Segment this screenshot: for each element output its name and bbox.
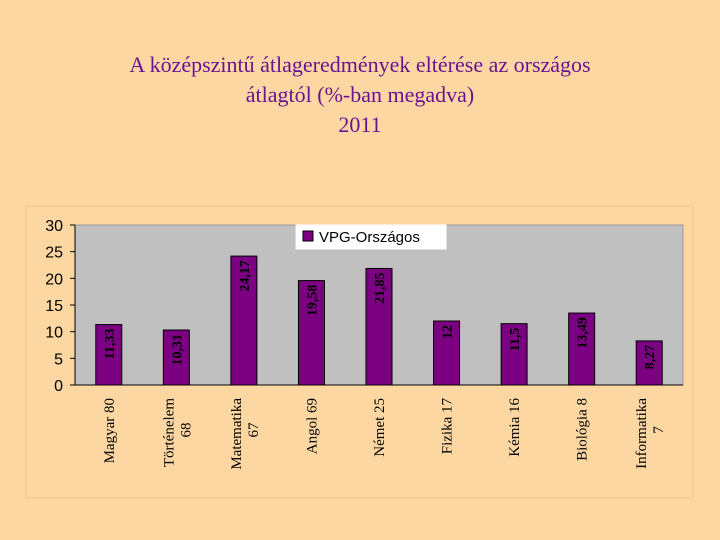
bar	[635, 340, 663, 386]
bar	[365, 267, 393, 386]
x-tick-label: Angol 69	[304, 398, 320, 454]
x-tick-label: Informatika	[634, 398, 650, 469]
legend-box	[295, 224, 447, 250]
bar-value-label: 24,17	[238, 260, 253, 292]
y-tick-label: 0	[54, 378, 63, 395]
title-line-1: A középszintű átlageredmények eltérése a…	[129, 52, 591, 77]
x-axis: Magyar 80 Történelem 68 Matematika 67 Angol 6…	[75, 384, 683, 470]
bar-value-label: 19,58	[305, 285, 320, 317]
bar	[433, 320, 461, 386]
y-tick-label: 10	[45, 325, 63, 342]
legend: VPG-Országos	[295, 224, 447, 250]
legend-swatch	[302, 230, 314, 242]
x-tick-label: Magyar 80	[102, 398, 118, 463]
bar-value-label: 12	[441, 325, 456, 339]
bar	[500, 323, 528, 386]
bar-value-label: 11,33	[103, 329, 118, 360]
bars: 11,33 10,31 24,17 19,58 21,85 12 11,5 13,49 8,27	[95, 255, 663, 386]
x-tick-label: Német 25	[372, 398, 388, 457]
bar	[568, 312, 596, 386]
bar	[230, 255, 258, 386]
x-tick-label: Biológia 8	[575, 398, 591, 461]
title-line-2: átlagtól (%-ban megadva)	[245, 82, 475, 107]
y-tick-label: 5	[54, 351, 63, 368]
x-tick-label: Matematika	[229, 398, 245, 470]
y-tick-label: 30	[45, 218, 63, 235]
legend-label: VPG-Országos	[319, 229, 420, 246]
bar-value-label: 21,85	[373, 272, 388, 304]
x-tick-label: 7	[651, 426, 667, 434]
y-tick-label: 15	[45, 298, 63, 315]
bar-value-label: 13,49	[576, 317, 591, 349]
x-tick-label: 67	[246, 422, 262, 438]
bar-value-label: 10,31	[170, 334, 185, 366]
title-line-3: 2011	[338, 112, 382, 137]
y-axis: 0 5 10 15 20 25 30	[45, 218, 76, 395]
y-tick-label: 25	[45, 245, 63, 262]
y-tick-label: 20	[45, 271, 63, 288]
x-tick-label: Történelem	[161, 398, 177, 467]
x-tick-label: Fizika 17	[440, 398, 456, 455]
bar	[297, 280, 325, 386]
x-tick-label: Kémia 16	[507, 398, 523, 457]
bar-value-label: 8,27	[643, 345, 658, 370]
x-tick-label: 68	[178, 423, 194, 438]
bar-value-label: 11,5	[508, 328, 523, 352]
slide-title: A középszintű átlageredmények eltérése a…	[40, 50, 680, 140]
